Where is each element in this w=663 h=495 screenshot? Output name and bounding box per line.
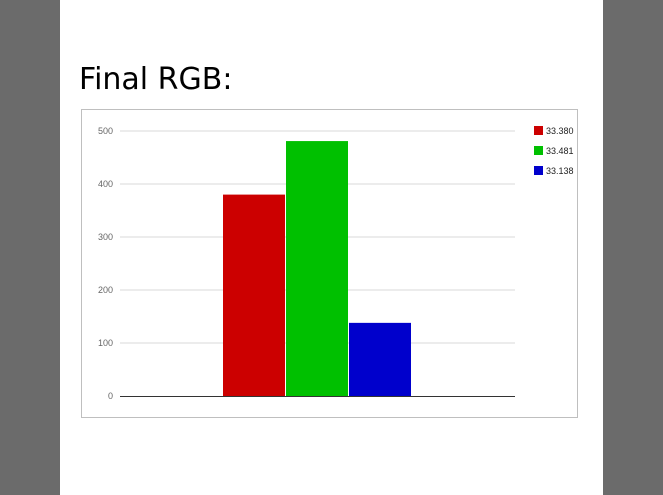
y-tick-label: 100 — [98, 338, 113, 348]
legend-swatch — [534, 166, 543, 175]
legend-label: 33.481 — [546, 146, 574, 156]
y-tick-label: 200 — [98, 285, 113, 295]
y-tick-label: 0 — [108, 391, 113, 401]
legend-swatch — [534, 126, 543, 135]
legend-swatch — [534, 146, 543, 155]
bar — [286, 141, 348, 396]
y-tick-label: 300 — [98, 232, 113, 242]
y-tick-label: 500 — [98, 126, 113, 136]
bar — [349, 322, 411, 396]
legend-label: 33.138 — [546, 166, 574, 176]
bar-chart: 0 100 200 300 400 500 33.380 33.481 33.138 — [81, 109, 578, 418]
legend-label: 33.380 — [546, 126, 574, 136]
bar — [223, 194, 285, 396]
y-tick-label: 400 — [98, 179, 113, 189]
bar-chart-svg: 0 100 200 300 400 500 33.380 33.481 33.138 — [98, 126, 574, 401]
slide-title: Final RGB: — [79, 62, 233, 97]
